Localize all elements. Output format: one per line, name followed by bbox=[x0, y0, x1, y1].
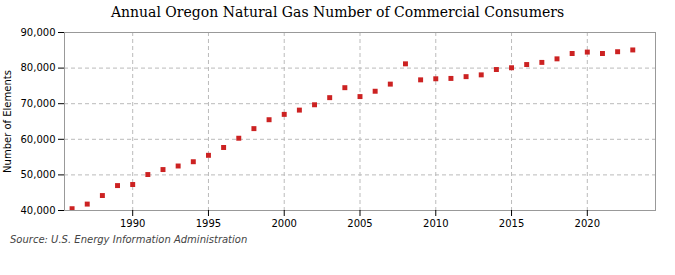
svg-text:70,000: 70,000 bbox=[21, 98, 56, 109]
html-text:Source: U.S. Energy Informatio: Source: U.S. Energy Information Administ… bbox=[10, 234, 248, 245]
svg-text:90,000: 90,000 bbox=[21, 27, 56, 38]
svg-text:1995: 1995 bbox=[196, 218, 221, 229]
svg-text:2010: 2010 bbox=[423, 218, 448, 229]
svg-text:1990: 1990 bbox=[120, 218, 145, 229]
svg-text:60,000: 60,000 bbox=[21, 134, 56, 145]
svg-text:2000: 2000 bbox=[272, 218, 297, 229]
svg-text:50,000: 50,000 bbox=[21, 169, 56, 180]
svg-text:2015: 2015 bbox=[499, 218, 524, 229]
svg-text:Number of Elements: Number of Elements bbox=[2, 70, 13, 173]
svg-text:2020: 2020 bbox=[575, 218, 600, 229]
svg-text:2005: 2005 bbox=[347, 218, 372, 229]
html-text:Annual Oregon Natural Gas Numb: Annual Oregon Natural Gas Number of Comm… bbox=[110, 4, 565, 20]
svg-text:40,000: 40,000 bbox=[21, 205, 56, 216]
svg-text:80,000: 80,000 bbox=[21, 62, 56, 73]
